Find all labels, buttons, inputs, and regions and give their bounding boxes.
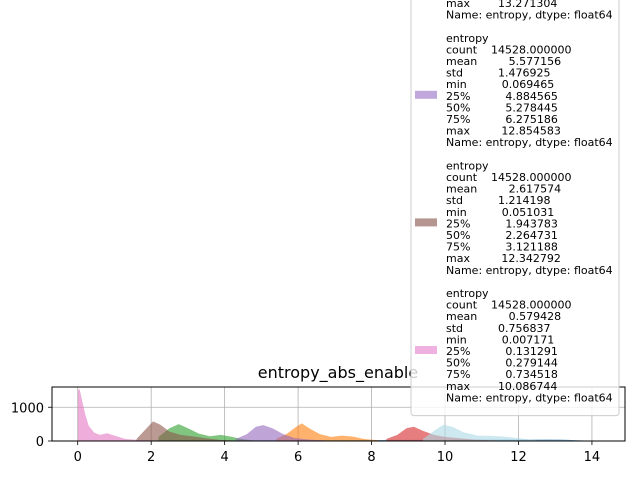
x-tick-label: 2 [147,450,155,465]
legend-line: Name: entropy, dtype: float64 [446,391,613,404]
axes-frame [51,386,626,442]
histogram-series-6 [136,421,243,441]
legend-line: 75% 3.121188 [446,241,558,254]
legend-line: 75% 6.275186 [446,113,558,126]
tick-layer: 0 2 4 6 8 10 12 14 0 1000 [11,401,600,465]
legend-line: count 14528.000000 [446,171,572,184]
legend-line: mean 2.617574 [446,183,561,196]
legend-line: min 0.051031 [446,206,554,219]
legend-line: entropy [446,159,489,172]
legend-box [410,0,620,417]
legend-line: 50% 5.278445 [446,101,558,114]
legend-line: max 12.342792 [446,252,561,265]
legend-line: std 0.756837 [446,322,550,335]
chart-title: entropy_abs_enable [258,363,418,383]
legend-line: entropy [446,32,489,45]
legend-line: 25% 4.884565 [446,90,558,103]
x-tick-label: 0 [74,450,82,465]
x-tick-label: 8 [367,450,375,465]
legend-line: 50% 2.264731 [446,229,558,242]
legend-line: min 0.069465 [446,78,554,91]
legend-line: mean 0.579428 [446,310,561,323]
legend-line: Name: entropy, dtype: float64 [446,136,613,149]
y-tick-label: 0 [36,435,44,450]
histogram-series-4 [423,424,537,441]
legend-line: 75% 0.734518 [446,368,558,381]
legend-swatch [415,90,437,99]
legend-line: count 14528.000000 [446,299,572,312]
x-tick-label: 12 [510,450,527,465]
legend-line: 25% 0.131291 [446,345,558,358]
legend-swatch [415,346,437,354]
y-tick-label: 1000 [11,401,44,416]
x-tick-label: 4 [220,450,228,465]
legend-line: max 12.854583 [446,125,561,138]
legend-swatch [415,218,437,227]
histogram-series-7 [78,388,170,441]
legend-line: 25% 1.943783 [446,217,558,230]
legend-line: std 1.214198 [446,194,550,207]
x-tick-label: 14 [584,450,601,465]
histogram-series-5 [235,425,328,441]
legend-line: entropy [446,287,489,300]
legend-line: min 0.007171 [446,333,554,346]
x-tick-label: 6 [294,450,302,465]
legend-line: Name: entropy, dtype: float64 [446,9,613,22]
legend-line: count 14528.000000 [446,43,572,56]
legend-line: Name: entropy, dtype: float64 [446,264,613,277]
histogram-series-3 [386,426,497,441]
legend-line: 50% 0.279144 [446,357,558,370]
legend-line: std 1.476925 [446,67,550,80]
x-tick-label: 10 [437,450,454,465]
histogram-series-1 [276,423,379,441]
legend-line: mean 5.577156 [446,55,561,68]
legend-line: max 13.271304 [446,0,557,10]
legend-line: max 10.086744 [446,380,557,393]
